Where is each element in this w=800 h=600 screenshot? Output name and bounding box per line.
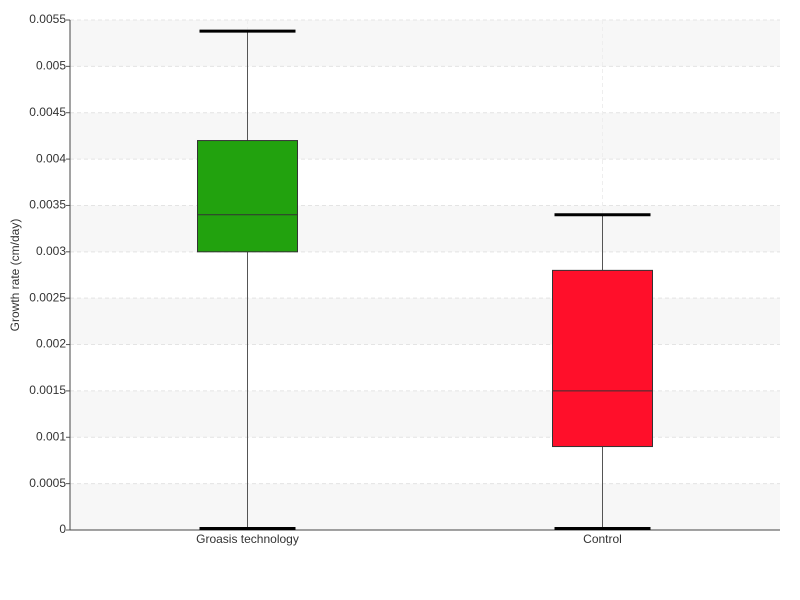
y-tick-label: 0	[59, 522, 66, 536]
x-tick-label: Groasis technology	[196, 532, 299, 546]
grid-band	[70, 298, 780, 345]
y-tick-label: 0.0055	[29, 12, 66, 26]
grid-band	[70, 205, 780, 252]
y-tick-label: 0.003	[36, 244, 66, 258]
y-tick-label: 0.002	[36, 337, 66, 351]
y-tick-label: 0.004	[36, 151, 66, 165]
y-tick-label: 0.0045	[29, 105, 66, 119]
box	[552, 269, 653, 448]
y-tick-label: 0.001	[36, 429, 66, 443]
y-tick-label: 0.0035	[29, 198, 66, 212]
y-tick-label: 0.0015	[29, 383, 66, 397]
y-tick-label: 0.0025	[29, 290, 66, 304]
y-axis-label: Growth rate (cm/day)	[8, 219, 22, 332]
box	[197, 140, 298, 253]
grid-band	[70, 20, 780, 67]
y-tick-label: 0.005	[36, 59, 66, 73]
grid-band	[70, 112, 780, 160]
y-tick-label: 0.0005	[29, 476, 66, 490]
grid-band	[70, 483, 780, 530]
x-tick-label: Control	[583, 532, 622, 546]
grid-band	[70, 390, 780, 438]
